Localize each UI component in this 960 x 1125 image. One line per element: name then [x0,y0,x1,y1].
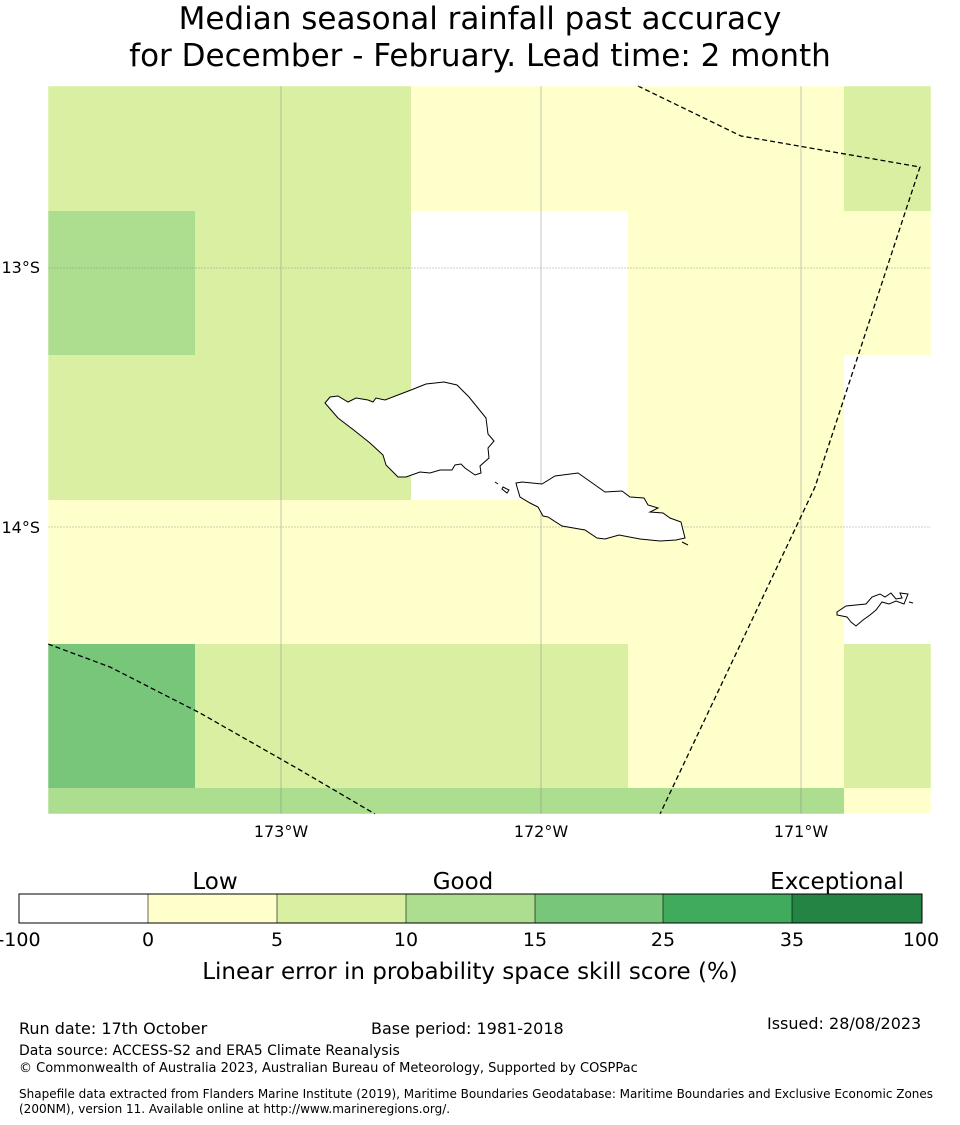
legend-tick: 10 [394,929,418,951]
grid-cell [411,211,628,355]
legend-tick: 100 [903,929,939,951]
legend-swatch [535,894,663,923]
grid-cell [48,211,195,355]
tutuila-island [836,592,909,627]
grid-cell [48,500,844,644]
legend-category-good: Good [433,869,494,895]
legend-axis-label: Linear error in probability space skill … [202,959,738,985]
grid-cell [844,86,931,211]
grid-cell [411,86,844,211]
upolu-island [515,472,686,542]
upolu-east-tip [681,541,689,546]
grid-cell [195,644,628,788]
lon-label-172w: 172°W [514,822,569,841]
eez-boundary [47,85,921,815]
eez-boundary-east [637,85,921,815]
base-period: Base period: 1981-2018 [371,1019,564,1038]
grid-cell [844,644,931,788]
eez-boundary-southwest [47,643,376,815]
legend-swatch [277,894,406,923]
manono-islet [501,486,510,494]
legend-tick: 5 [271,929,283,951]
legend-category-low: Low [192,869,237,895]
lat-label-14s: 14°S [1,518,40,537]
legend-tick: 15 [523,929,547,951]
legend-swatch [148,894,277,923]
apolima-islet [494,481,499,485]
legend-swatch [663,894,792,923]
skill-grid [48,86,931,814]
lon-label-173w: 173°W [254,822,309,841]
grid-cell [628,211,931,355]
legend-tick: -100 [0,929,41,951]
issued-date: Issued: 28/08/2023 [767,1014,922,1033]
shapefile-credit: Shapefile data extracted from Flanders M… [19,1087,934,1116]
legend-tick: 25 [651,929,675,951]
map-title-line2: for December - February. Lead time: 2 mo… [129,38,831,74]
graticule [48,86,931,814]
legend-tick: 0 [142,929,154,951]
legend-swatch [406,894,535,923]
legend: Low Good Exceptional -100 0 5 10 15 25 3… [0,869,939,985]
legend-swatch [792,894,922,923]
legend-swatch [19,894,148,923]
grid-cell [48,788,844,814]
legend-category-exceptional: Exceptional [770,869,904,895]
lat-label-13s: 13°S [1,258,40,277]
grid-cell [628,355,844,500]
grid-cell [628,644,844,788]
map-title-line1: Median seasonal rainfall past accuracy [178,1,782,37]
grid-cell [844,788,931,814]
run-date: Run date: 17th October [19,1019,208,1038]
data-source: Data source: ACCESS-S2 and ERA5 Climate … [19,1043,400,1059]
savaii-island [324,381,495,478]
aunuu-islet [908,601,914,604]
lon-label-171w: 171°W [774,822,829,841]
grid-cell [48,644,195,788]
legend-tick: 35 [780,929,804,951]
grid-cell [48,86,411,211]
grid-cell [195,211,411,355]
copyright: © Commonwealth of Australia 2023, Austra… [19,1061,638,1076]
map-frame [47,85,932,815]
coastline [324,381,914,627]
legend-colorbar-frame [18,893,923,924]
